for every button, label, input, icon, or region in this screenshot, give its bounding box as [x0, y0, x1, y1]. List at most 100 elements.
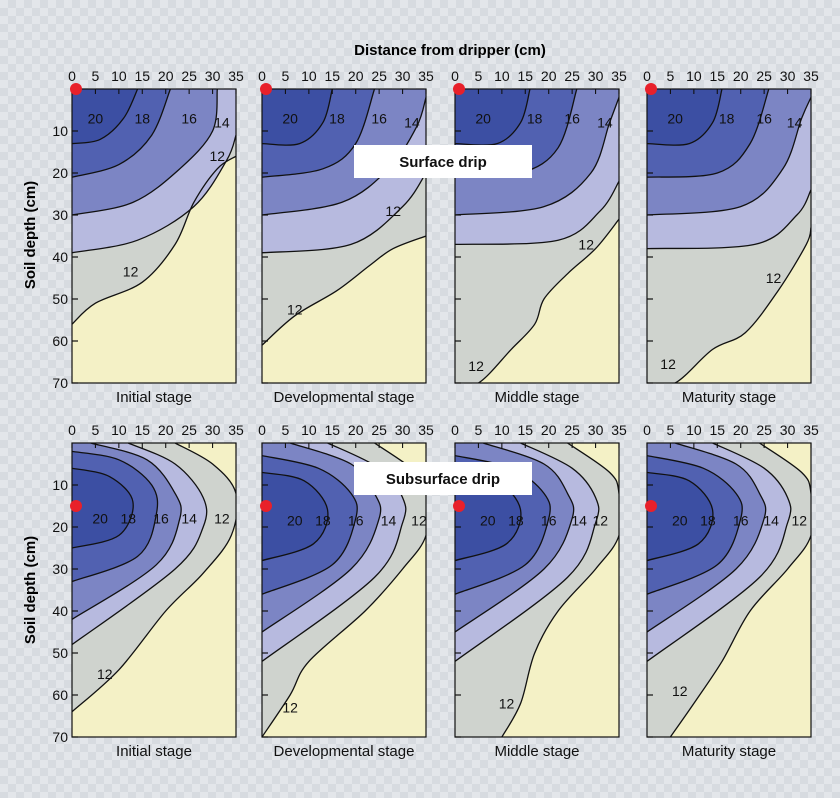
- contour-label: 12: [578, 236, 594, 252]
- contour-label: 18: [719, 110, 735, 126]
- x-tick-label: 20: [348, 422, 364, 438]
- contour-label: 14: [181, 511, 197, 527]
- x-tick-label: 25: [371, 422, 387, 438]
- contour-label: 18: [527, 110, 543, 126]
- x-tick-label: 30: [780, 68, 796, 84]
- x-tick-label: 15: [709, 422, 725, 438]
- x-tick-label: 35: [418, 422, 434, 438]
- contour-label: 12: [209, 148, 225, 164]
- panel-frame: [454, 88, 620, 384]
- contour-label: 12: [123, 264, 139, 280]
- panel-surface-2: 0 5 10 15 20 25 30 35 20 18 16 14 12 12 Developmental …: [258, 68, 434, 406]
- dripper-marker: [260, 83, 272, 95]
- contour-label: 16: [733, 513, 749, 529]
- contour-label: 12: [385, 203, 401, 219]
- x-tick-label: 5: [475, 422, 483, 438]
- y-tick-label: 60: [52, 687, 68, 703]
- contour-label: 16: [564, 110, 580, 126]
- panel-frame: [261, 88, 427, 384]
- contour-line-16: [262, 443, 382, 633]
- contour-line-20: [72, 89, 139, 145]
- stage-label: Developmental stage: [274, 743, 415, 760]
- contour-fill-20: [262, 443, 328, 561]
- contour-line-20: [455, 89, 531, 146]
- x-tick-label: 0: [68, 422, 76, 438]
- x-tick-label: 25: [564, 422, 580, 438]
- contour-label: 20: [92, 511, 108, 527]
- panel-frame: [71, 88, 237, 384]
- x-tick-label: 5: [282, 68, 290, 84]
- contour-label: 18: [508, 513, 524, 529]
- contour-label: 12: [468, 358, 484, 374]
- contour-line-12: [455, 218, 619, 383]
- contour-label: 12: [282, 700, 298, 716]
- contour-line-20: [72, 467, 134, 549]
- contour-line-18: [72, 450, 159, 583]
- row-label-box: [354, 462, 532, 495]
- y-tick-label: 30: [52, 207, 68, 223]
- x-tick-label: 20: [541, 422, 557, 438]
- contour-label: 12: [791, 513, 807, 529]
- contour-line-20: [262, 471, 329, 562]
- contour-label: 16: [181, 110, 197, 126]
- x-tick-label: 5: [667, 68, 675, 84]
- contour-line-14: [647, 189, 811, 250]
- stage-label: Middle stage: [494, 743, 579, 760]
- contour-line-12: [647, 227, 811, 383]
- x-tick-label: 25: [181, 68, 197, 84]
- x-tick-label: 10: [686, 68, 702, 84]
- x-tick-label: 20: [541, 68, 557, 84]
- contour-label: 18: [329, 110, 345, 126]
- contour-line-18: [647, 89, 770, 178]
- x-tick-label: 30: [780, 422, 796, 438]
- y-axis-title-top: Soil depth (cm): [22, 181, 39, 289]
- contour-label: 14: [404, 115, 420, 131]
- contour-line-16: [647, 97, 811, 216]
- row-label-text: Subsurface drip: [386, 471, 500, 488]
- y-tick-label: 50: [52, 645, 68, 661]
- panel-surface-1: 10 20 30 40 50 60 70 0 5 10 15 20 25 30 35 20 18 16 14 12 12…: [52, 68, 244, 406]
- contour-label: 12: [97, 666, 113, 682]
- x-tick-label: 35: [228, 422, 244, 438]
- dripper-marker: [70, 83, 82, 95]
- contour-label: 14: [214, 115, 230, 131]
- dripper-marker: [70, 500, 82, 512]
- x-tick-label: 20: [158, 422, 174, 438]
- contour-label: 12: [592, 513, 608, 529]
- x-tick-label: 0: [258, 422, 266, 438]
- x-tick-label: 0: [643, 68, 651, 84]
- x-tick-label: 20: [733, 422, 749, 438]
- contour-label: 20: [88, 110, 104, 126]
- y-tick-label: 20: [52, 519, 68, 535]
- contour-line-16: [455, 97, 619, 216]
- contour-line-16: [647, 443, 767, 633]
- x-tick-label: 15: [517, 68, 533, 84]
- y-tick-label: 10: [52, 123, 68, 139]
- contour-label: 16: [541, 513, 557, 529]
- x-tick-label: 30: [588, 68, 604, 84]
- x-tick-label: 35: [803, 68, 819, 84]
- panel-subsurface-1: 10 20 30 40 50 60 70 0 5 10 15 20 25 30 35 20 18 16 14 12 12…: [52, 422, 244, 760]
- x-tick-label: 20: [158, 68, 174, 84]
- row-label-text: Surface drip: [399, 154, 487, 171]
- x-tick-label: 30: [205, 68, 221, 84]
- panel-frame: [261, 442, 427, 738]
- surface-drip-label: Surface drip: [354, 145, 532, 178]
- contour-line-20: [647, 89, 723, 146]
- contour-fill-20: [455, 89, 530, 146]
- contour-label: 14: [787, 115, 803, 131]
- y-tick-label: 10: [52, 477, 68, 493]
- dripper-marker: [645, 83, 657, 95]
- y-axis-title-bottom: Soil depth (cm): [22, 536, 39, 644]
- x-tick-label: 15: [709, 68, 725, 84]
- x-tick-label: 25: [756, 68, 772, 84]
- x-tick-label: 35: [228, 68, 244, 84]
- x-tick-label: 30: [205, 422, 221, 438]
- contour-label: 12: [660, 356, 676, 372]
- panel-frame: [454, 442, 620, 738]
- x-tick-label: 10: [494, 68, 510, 84]
- x-tick-label: 5: [92, 422, 100, 438]
- x-tick-label: 30: [395, 422, 411, 438]
